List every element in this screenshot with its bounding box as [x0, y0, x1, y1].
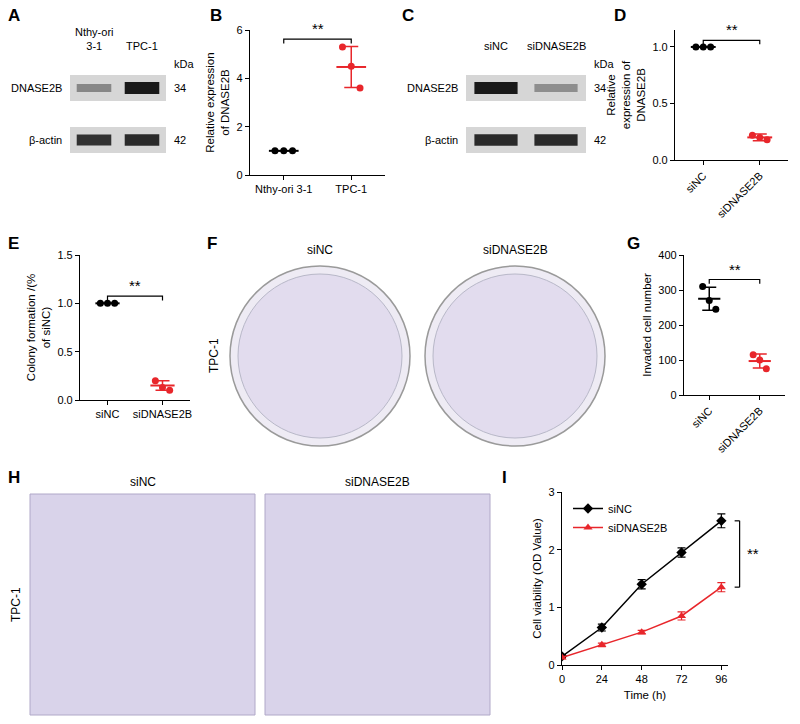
svg-text:1.5: 1.5	[57, 249, 72, 261]
svg-text:0.0: 0.0	[652, 154, 667, 166]
svg-text:siNC: siNC	[307, 243, 333, 257]
svg-text:1.0: 1.0	[652, 41, 667, 53]
svg-text:siNC: siNC	[683, 170, 708, 195]
svg-text:2: 2	[237, 121, 243, 133]
svg-text:siDNASE2B: siDNASE2B	[715, 170, 765, 220]
svg-text:**: **	[729, 261, 741, 278]
svg-text:6: 6	[237, 24, 243, 36]
svg-text:Nthy-ori3-1: Nthy-ori3-1	[75, 26, 114, 52]
svg-text:42: 42	[594, 134, 606, 146]
svg-text:1.0: 1.0	[57, 297, 72, 309]
svg-text:1: 1	[549, 601, 555, 613]
svg-text:**: **	[312, 20, 324, 37]
svg-text:0: 0	[549, 659, 555, 671]
svg-text:siNC: siNC	[608, 503, 632, 515]
svg-text:0: 0	[671, 389, 677, 401]
svg-text:C: C	[402, 6, 414, 25]
svg-text:96: 96	[715, 673, 727, 685]
svg-text:I: I	[502, 468, 507, 487]
svg-text:siDNASE2B: siDNASE2B	[345, 475, 410, 489]
svg-text:β-actin: β-actin	[425, 134, 458, 146]
svg-text:0: 0	[559, 673, 565, 685]
svg-text:siDNASE2B: siDNASE2B	[133, 408, 192, 420]
svg-text:kDa: kDa	[594, 58, 614, 70]
svg-text:42: 42	[174, 134, 186, 146]
svg-text:Colony formation /(%of siNC): Colony formation /(%of siNC)	[25, 274, 52, 381]
svg-text:kDa: kDa	[174, 58, 194, 70]
svg-text:Relativeexpression ofDNASE2B: Relativeexpression ofDNASE2B	[605, 60, 647, 129]
svg-text:Invaded cell number: Invaded cell number	[641, 273, 653, 377]
svg-text:4: 4	[237, 72, 243, 84]
svg-text:100: 100	[658, 354, 676, 366]
svg-text:200: 200	[658, 319, 676, 331]
svg-text:siDNASE2B: siDNASE2B	[527, 40, 586, 52]
svg-text:siNC: siNC	[689, 405, 714, 430]
svg-text:TPC-1: TPC-1	[126, 40, 158, 52]
svg-text:400: 400	[658, 249, 676, 261]
svg-text:DNASE2B: DNASE2B	[407, 82, 458, 94]
svg-text:TPC-1: TPC-1	[9, 587, 23, 622]
svg-text:Cell viability (OD Value): Cell viability (OD Value)	[531, 518, 543, 639]
svg-text:0.0: 0.0	[57, 394, 72, 406]
svg-text:G: G	[627, 234, 640, 253]
svg-text:β-actin: β-actin	[29, 134, 62, 146]
svg-text:siDNASE2B: siDNASE2B	[608, 522, 667, 534]
svg-text:Nthy-ori 3-1: Nthy-ori 3-1	[255, 183, 312, 195]
svg-text:34: 34	[174, 82, 186, 94]
svg-text:**: **	[747, 545, 759, 562]
svg-text:D: D	[614, 6, 626, 25]
svg-text:0.5: 0.5	[652, 97, 667, 109]
svg-text:34: 34	[594, 82, 606, 94]
svg-text:**: **	[726, 21, 738, 38]
svg-text:**: **	[129, 277, 141, 294]
svg-text:24: 24	[596, 673, 608, 685]
svg-text:Relative expressionof DNASE2B: Relative expressionof DNASE2B	[204, 52, 231, 152]
svg-text:0.5: 0.5	[57, 346, 72, 358]
svg-text:3: 3	[549, 486, 555, 498]
svg-text:H: H	[8, 468, 20, 487]
svg-text:DNASE2B: DNASE2B	[11, 82, 62, 94]
svg-text:0: 0	[237, 169, 243, 181]
svg-text:B: B	[210, 6, 222, 25]
svg-text:siDNASE2B: siDNASE2B	[483, 243, 548, 257]
svg-text:48: 48	[636, 673, 648, 685]
svg-text:F: F	[207, 234, 217, 253]
svg-text:TPC-1: TPC-1	[335, 183, 367, 195]
svg-text:siNC: siNC	[484, 40, 508, 52]
svg-text:A: A	[8, 6, 20, 25]
svg-text:TPC-1: TPC-1	[207, 338, 221, 373]
svg-text:siDNASE2B: siDNASE2B	[715, 405, 765, 455]
svg-text:E: E	[8, 234, 19, 253]
svg-text:siNC: siNC	[130, 475, 156, 489]
svg-text:300: 300	[658, 284, 676, 296]
svg-text:siNC: siNC	[96, 408, 120, 420]
svg-text:Time (h): Time (h)	[624, 689, 667, 701]
svg-text:2: 2	[549, 544, 555, 556]
svg-text:72: 72	[675, 673, 687, 685]
